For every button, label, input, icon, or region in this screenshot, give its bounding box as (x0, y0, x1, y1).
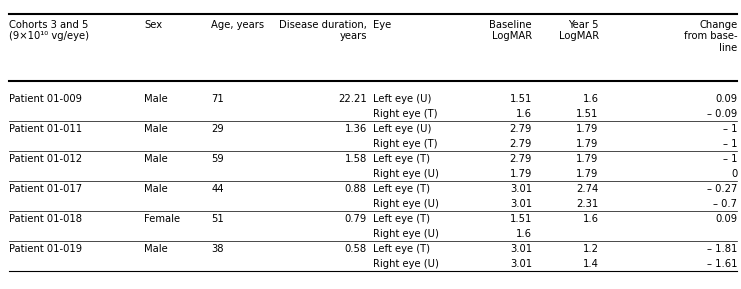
Text: Left eye (U): Left eye (U) (373, 124, 431, 134)
Text: Patient 01-019: Patient 01-019 (9, 244, 82, 254)
Text: 1.6: 1.6 (516, 109, 532, 118)
Text: 3.01: 3.01 (510, 244, 532, 254)
Text: 38: 38 (211, 244, 224, 254)
Text: Male: Male (144, 154, 168, 164)
Text: Left eye (U): Left eye (U) (373, 94, 431, 103)
Text: Male: Male (144, 184, 168, 194)
Text: 1.6: 1.6 (582, 94, 599, 103)
Text: Right eye (U): Right eye (U) (373, 199, 439, 209)
Text: 0: 0 (731, 169, 737, 179)
Text: Left eye (T): Left eye (T) (373, 244, 430, 254)
Text: Age, years: Age, years (211, 20, 265, 30)
Text: 0.09: 0.09 (715, 94, 737, 103)
Text: – 0.27: – 0.27 (707, 184, 737, 194)
Text: – 0.09: – 0.09 (707, 109, 737, 118)
Text: 1.6: 1.6 (582, 214, 599, 224)
Text: Right eye (U): Right eye (U) (373, 169, 439, 179)
Text: – 1: – 1 (722, 139, 737, 149)
Text: Male: Male (144, 94, 168, 103)
Text: 1.2: 1.2 (582, 244, 599, 254)
Text: 3.01: 3.01 (510, 184, 532, 194)
Text: 59: 59 (211, 154, 224, 164)
Text: Female: Female (144, 214, 181, 224)
Text: 0.79: 0.79 (345, 214, 367, 224)
Text: Year 5
LogMAR: Year 5 LogMAR (559, 20, 599, 41)
Text: 3.01: 3.01 (510, 259, 532, 269)
Text: Right eye (T): Right eye (T) (373, 139, 437, 149)
Text: Left eye (T): Left eye (T) (373, 154, 430, 164)
Text: Baseline
LogMAR: Baseline LogMAR (489, 20, 532, 41)
Text: 1.51: 1.51 (576, 109, 599, 118)
Text: Patient 01-018: Patient 01-018 (9, 214, 82, 224)
Text: 44: 44 (211, 184, 224, 194)
Text: 1.79: 1.79 (510, 169, 532, 179)
Text: 71: 71 (211, 94, 224, 103)
Text: Male: Male (144, 124, 168, 134)
Text: Sex: Sex (144, 20, 162, 30)
Text: Left eye (T): Left eye (T) (373, 214, 430, 224)
Text: 2.79: 2.79 (510, 124, 532, 134)
Text: – 0.7: – 0.7 (714, 199, 737, 209)
Text: Left eye (T): Left eye (T) (373, 184, 430, 194)
Text: Patient 01-009: Patient 01-009 (9, 94, 82, 103)
Text: 1.79: 1.79 (576, 154, 599, 164)
Text: Patient 01-011: Patient 01-011 (9, 124, 82, 134)
Text: 2.31: 2.31 (576, 199, 599, 209)
Text: Right eye (U): Right eye (U) (373, 259, 439, 269)
Text: 0.09: 0.09 (715, 214, 737, 224)
Text: 1.79: 1.79 (576, 139, 599, 149)
Text: – 1.61: – 1.61 (707, 259, 737, 269)
Text: 1.79: 1.79 (576, 169, 599, 179)
Text: Disease duration,
years: Disease duration, years (279, 20, 367, 41)
Text: Right eye (U): Right eye (U) (373, 229, 439, 239)
Text: 1.4: 1.4 (583, 259, 599, 269)
Text: – 1.81: – 1.81 (707, 244, 737, 254)
Text: 1.36: 1.36 (345, 124, 367, 134)
Text: 29: 29 (211, 124, 224, 134)
Text: 2.79: 2.79 (510, 154, 532, 164)
Text: 22.21: 22.21 (338, 94, 367, 103)
Text: 1.6: 1.6 (516, 229, 532, 239)
Text: 3.01: 3.01 (510, 199, 532, 209)
Text: 1.51: 1.51 (510, 214, 532, 224)
Text: 51: 51 (211, 214, 224, 224)
Text: Right eye (T): Right eye (T) (373, 109, 437, 118)
Text: 0.58: 0.58 (345, 244, 367, 254)
Text: 1.58: 1.58 (345, 154, 367, 164)
Text: Cohorts 3 and 5
(9×10¹⁰ vg/eye): Cohorts 3 and 5 (9×10¹⁰ vg/eye) (9, 20, 89, 41)
Text: Change
from base-
line: Change from base- line (684, 20, 737, 53)
Text: 2.79: 2.79 (510, 139, 532, 149)
Text: 1.51: 1.51 (510, 94, 532, 103)
Text: – 1: – 1 (722, 154, 737, 164)
Text: Male: Male (144, 244, 168, 254)
Text: 0.88: 0.88 (345, 184, 367, 194)
Text: Patient 01-012: Patient 01-012 (9, 154, 82, 164)
Text: 2.74: 2.74 (576, 184, 599, 194)
Text: Eye: Eye (373, 20, 391, 30)
Text: 1.79: 1.79 (576, 124, 599, 134)
Text: Patient 01-017: Patient 01-017 (9, 184, 82, 194)
Text: – 1: – 1 (722, 124, 737, 134)
